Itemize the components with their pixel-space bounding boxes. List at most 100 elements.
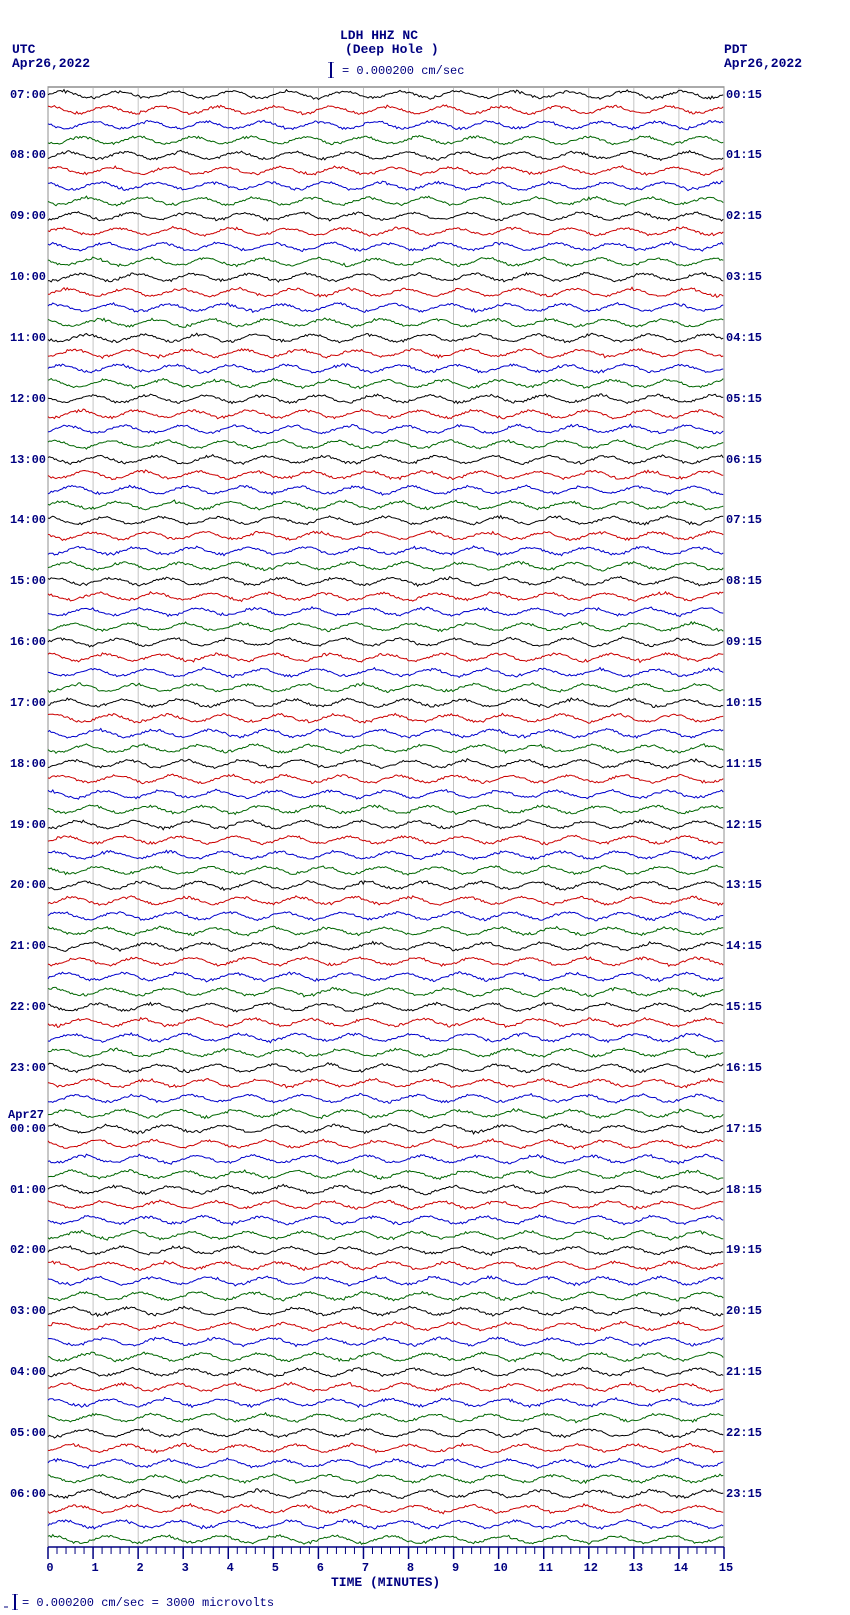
right-time-label: 13:15	[726, 878, 762, 892]
trace-row	[48, 789, 723, 799]
trace-row	[48, 1109, 723, 1119]
trace-row	[48, 1063, 723, 1073]
trace-row	[48, 485, 723, 495]
left-time-label: 14:00	[8, 513, 46, 527]
left-time-label: 10:00	[8, 270, 46, 284]
left-time-label: 20:00	[8, 878, 46, 892]
trace-row	[48, 744, 723, 754]
left-time-label: 15:00	[8, 574, 46, 588]
x-tick-label: 15	[716, 1561, 736, 1575]
left-time-label: 09:00	[8, 209, 46, 223]
left-time-label: 12:00	[8, 392, 46, 406]
trace-row	[48, 500, 723, 510]
left-time-label: 06:00	[8, 1487, 46, 1501]
trace-row	[48, 1306, 723, 1316]
trace-row	[48, 136, 723, 146]
seismogram-plot	[0, 0, 850, 1613]
trace-row	[48, 516, 723, 526]
right-time-label: 18:15	[726, 1183, 762, 1197]
left-time-label: 00:00	[8, 1122, 46, 1136]
trace-row	[48, 896, 723, 905]
right-time-label: 08:15	[726, 574, 762, 588]
trace-row	[48, 1093, 723, 1103]
trace-row	[48, 942, 723, 952]
seismogram-container: LDH HHZ NC (Deep Hole ) UTC Apr26,2022 P…	[0, 0, 850, 1613]
trace-row	[48, 1215, 723, 1225]
trace-row	[48, 1428, 723, 1438]
right-time-label: 09:15	[726, 635, 762, 649]
x-tick-label: 2	[130, 1561, 150, 1575]
x-tick-label: 11	[536, 1561, 556, 1575]
date-change-label: Apr27	[8, 1108, 44, 1122]
right-time-label: 05:15	[726, 392, 762, 406]
right-time-label: 17:15	[726, 1122, 762, 1136]
trace-row	[48, 440, 723, 450]
trace-row	[48, 683, 723, 693]
trace-row	[48, 348, 723, 358]
trace-row	[48, 1504, 723, 1514]
x-tick-label: 13	[626, 1561, 646, 1575]
trace-row	[48, 1519, 723, 1529]
right-time-label: 07:15	[726, 513, 762, 527]
trace-row	[48, 1184, 723, 1194]
trace-row	[48, 364, 723, 374]
trace-row	[48, 257, 723, 267]
trace-row	[48, 318, 723, 328]
right-time-label: 22:15	[726, 1426, 762, 1440]
trace-row	[48, 759, 723, 769]
trace-row	[48, 1018, 723, 1028]
left-time-label: 02:00	[8, 1243, 46, 1257]
x-tick-label: 7	[355, 1561, 375, 1575]
trace-row	[48, 1474, 723, 1484]
left-time-label: 18:00	[8, 757, 46, 771]
trace-row	[48, 1443, 723, 1453]
trace-row	[48, 622, 723, 632]
trace-row	[48, 379, 723, 389]
trace-row	[48, 90, 723, 100]
trace-row	[48, 561, 723, 571]
trace-row	[48, 150, 723, 160]
trace-row	[48, 120, 723, 129]
right-time-label: 21:15	[726, 1365, 762, 1379]
trace-row	[48, 1169, 723, 1179]
trace-row	[48, 865, 723, 875]
trace-row	[48, 1033, 723, 1043]
x-axis-label: TIME (MINUTES)	[331, 1575, 440, 1590]
trace-row	[48, 637, 723, 647]
trace-row	[48, 287, 723, 297]
trace-row	[48, 531, 723, 541]
right-time-label: 12:15	[726, 818, 762, 832]
trace-row	[48, 424, 723, 434]
trace-row	[48, 835, 723, 845]
right-time-label: 04:15	[726, 331, 762, 345]
x-tick-label: 1	[85, 1561, 105, 1575]
right-time-label: 19:15	[726, 1243, 762, 1257]
left-time-label: 11:00	[8, 331, 46, 345]
trace-row	[48, 166, 723, 176]
left-time-label: 22:00	[8, 1000, 46, 1014]
x-tick-label: 10	[491, 1561, 511, 1575]
right-time-label: 06:15	[726, 453, 762, 467]
trace-row	[48, 577, 723, 587]
trace-row	[48, 455, 723, 465]
trace-row	[48, 546, 723, 556]
trace-row	[48, 181, 723, 191]
left-time-label: 08:00	[8, 148, 46, 162]
right-time-label: 16:15	[726, 1061, 762, 1075]
trace-row	[48, 1079, 723, 1088]
trace-row	[48, 668, 723, 678]
trace-row	[48, 805, 723, 814]
trace-row	[48, 1048, 723, 1058]
left-time-label: 16:00	[8, 635, 46, 649]
trace-row	[48, 1397, 723, 1407]
trace-row	[48, 698, 723, 708]
trace-row	[48, 1154, 723, 1164]
trace-row	[48, 303, 723, 313]
trace-row	[48, 653, 723, 663]
trace-row	[48, 1246, 723, 1256]
left-time-label: 21:00	[8, 939, 46, 953]
trace-row	[48, 850, 723, 859]
x-tick-label: 3	[175, 1561, 195, 1575]
right-time-label: 01:15	[726, 148, 762, 162]
trace-row	[48, 592, 723, 602]
